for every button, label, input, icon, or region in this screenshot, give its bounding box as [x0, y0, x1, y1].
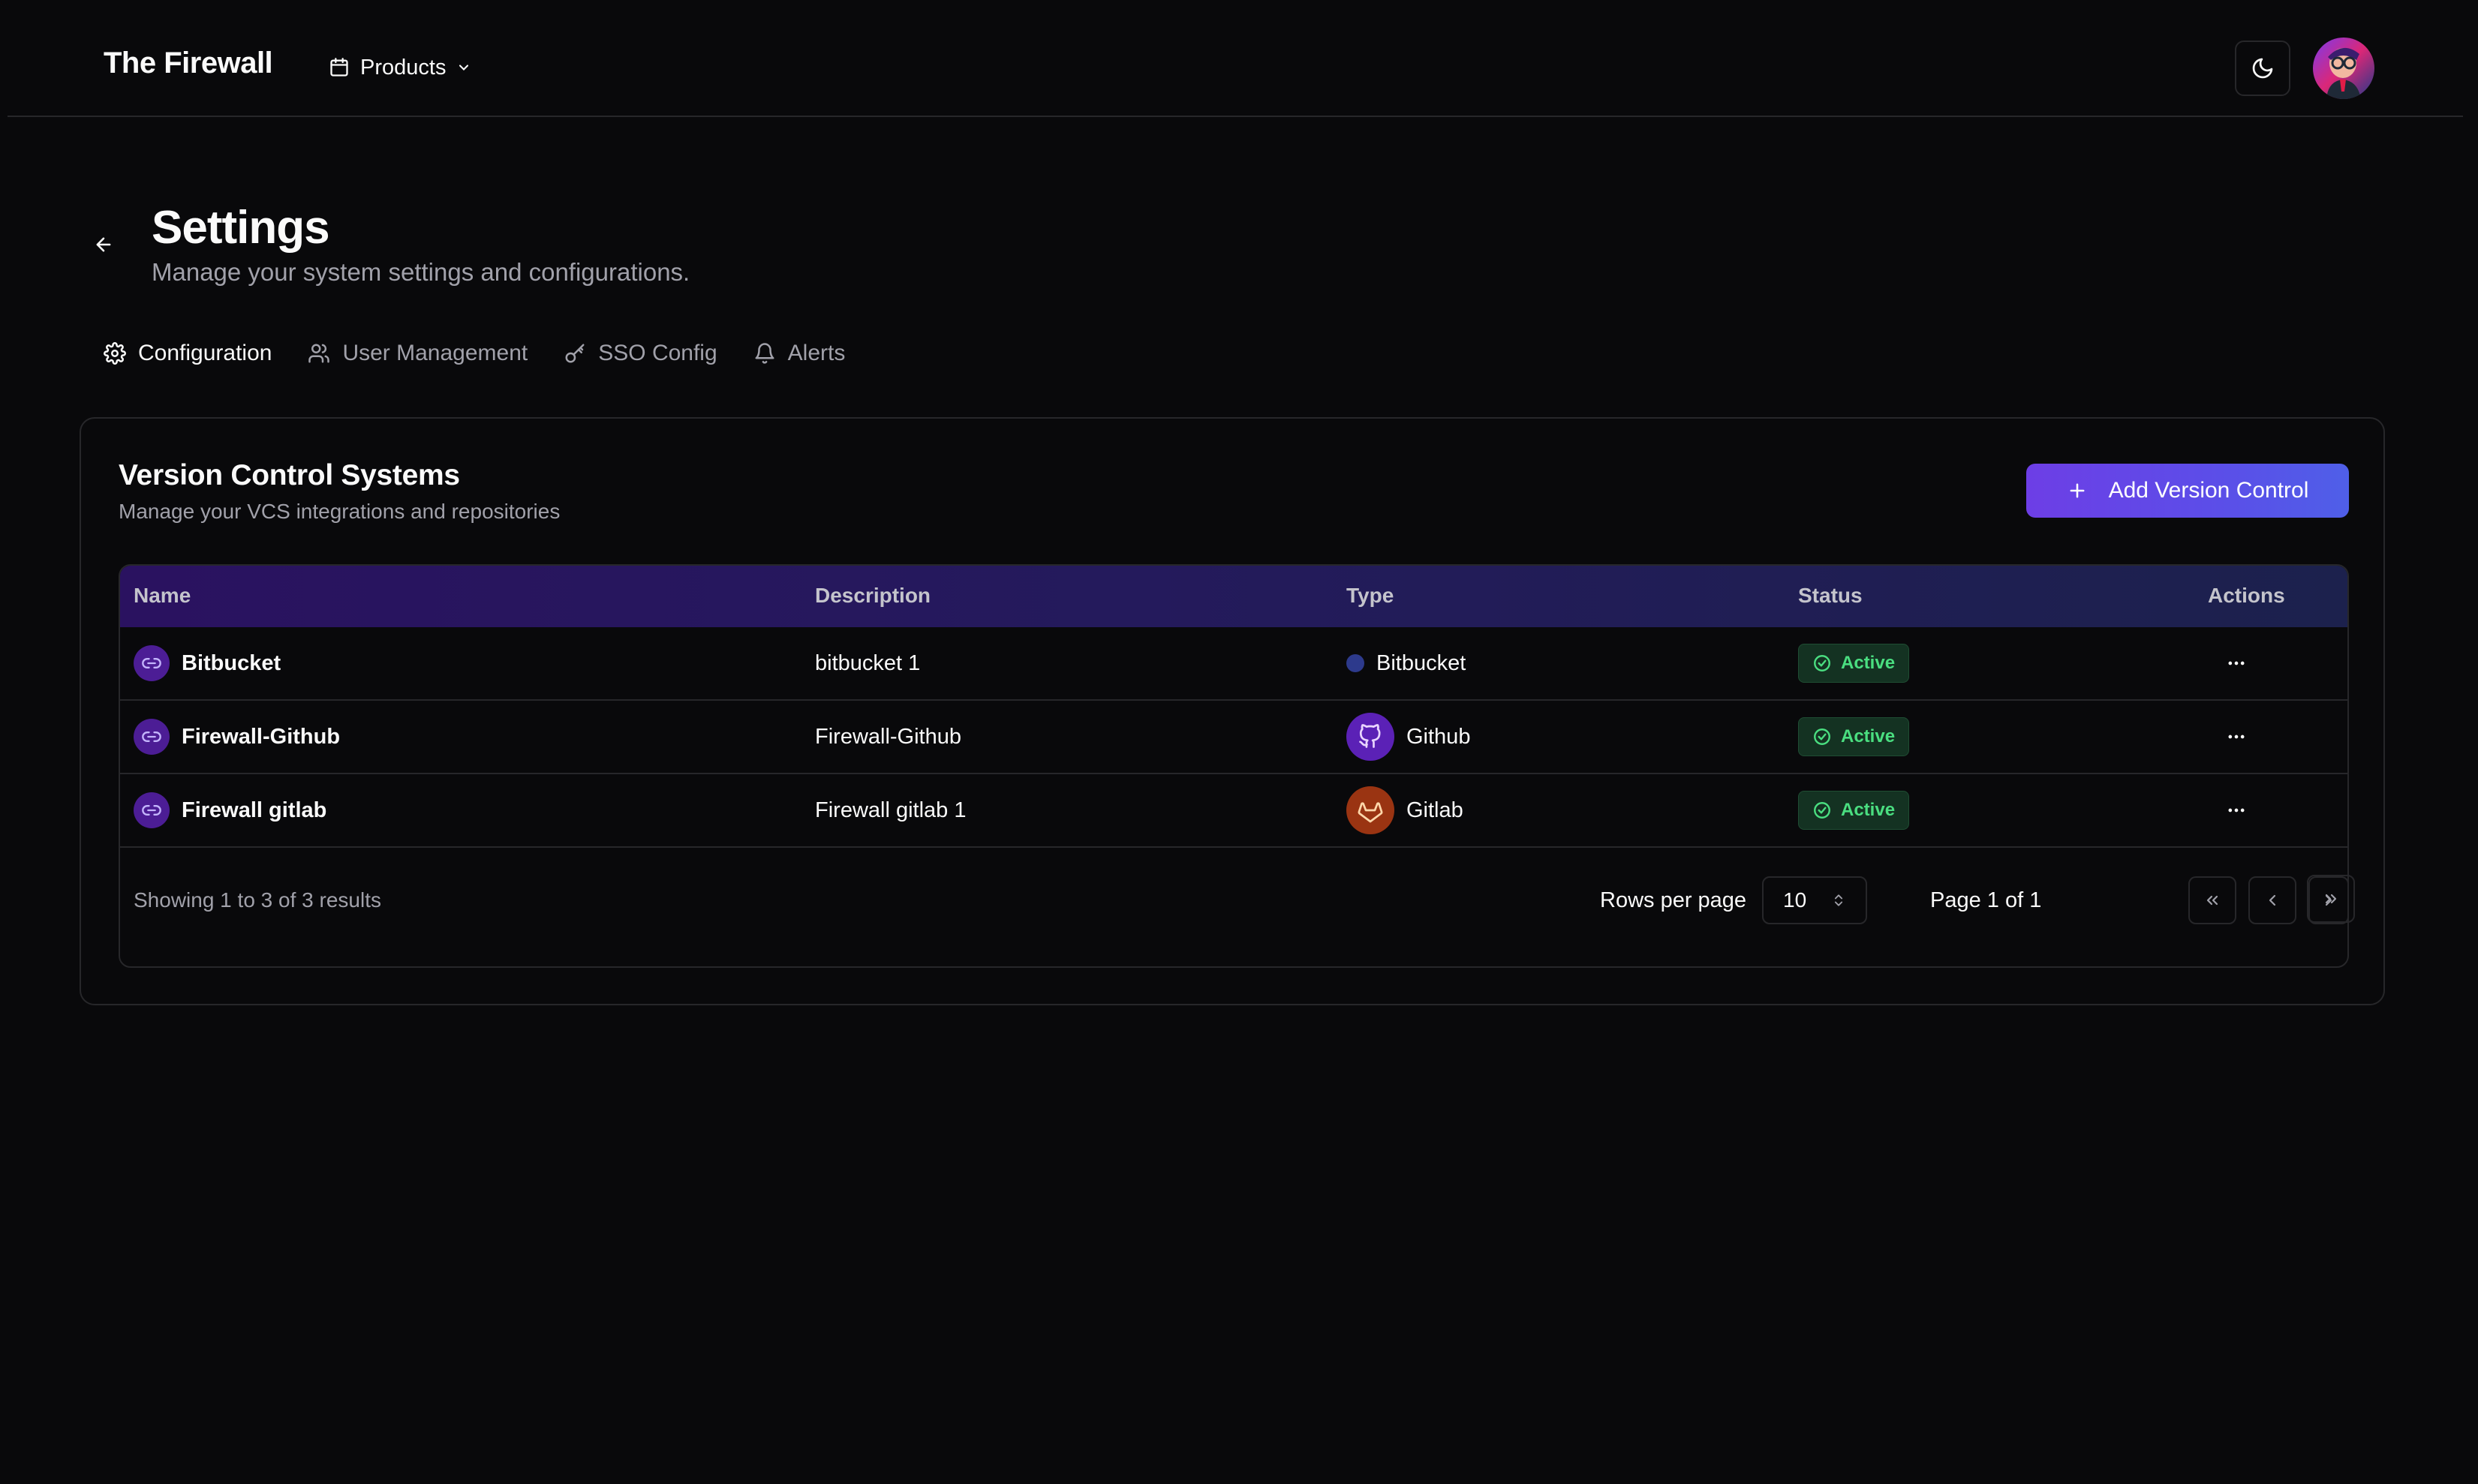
status-label: Active	[1841, 653, 1896, 673]
row-description: Firewall gitlab 1	[815, 798, 967, 822]
user-avatar[interactable]	[2313, 38, 2374, 99]
column-header-description[interactable]: Description	[815, 584, 931, 607]
tab-label: Configuration	[138, 341, 272, 365]
more-horizontal-icon	[2226, 800, 2247, 821]
row-type: Github	[1406, 724, 1471, 749]
chevron-down-icon	[456, 60, 471, 75]
link-icon	[134, 719, 170, 755]
key-icon	[564, 342, 586, 365]
column-header-name[interactable]: Name	[134, 584, 191, 607]
bell-icon	[753, 342, 776, 365]
status-badge: Active	[1798, 644, 1910, 683]
row-description: bitbucket 1	[815, 650, 921, 675]
row-type: Gitlab	[1406, 798, 1463, 822]
table-row[interactable]: Firewall gitlab Firewall gitlab 1 Gitlab…	[120, 774, 2347, 848]
chevrons-left-icon	[2203, 891, 2221, 909]
vcs-table: Name Description Type Status Actions Bit…	[119, 564, 2349, 968]
more-horizontal-icon	[2226, 653, 2247, 674]
moon-icon	[2251, 56, 2275, 80]
github-icon	[1346, 713, 1394, 761]
bitbucket-icon	[1346, 654, 1364, 672]
previous-page-button[interactable]	[2248, 876, 2296, 924]
last-page-button[interactable]	[2307, 875, 2355, 923]
chevrons-right-icon	[2322, 890, 2340, 908]
vcs-card: Version Control Systems Manage your VCS …	[80, 417, 2385, 1005]
check-circle-icon	[1812, 727, 1832, 747]
table-row[interactable]: Firewall-Github Firewall-Github Github A…	[120, 701, 2347, 774]
type-cell: Bitbucket	[1346, 627, 1466, 699]
settings-tabs: Configuration User Management SSO Config…	[104, 335, 845, 372]
tab-sso-config[interactable]: SSO Config	[564, 341, 717, 366]
row-type: Bitbucket	[1376, 650, 1466, 675]
status-cell: Active	[1798, 627, 1910, 699]
rows-per-page-select[interactable]: 10	[1762, 876, 1867, 924]
column-header-actions: Actions	[2208, 584, 2285, 607]
card-title: Version Control Systems	[119, 459, 460, 491]
first-page-button[interactable]	[2188, 876, 2236, 924]
products-menu-button[interactable]: Products	[329, 47, 471, 89]
products-label: Products	[360, 55, 447, 80]
chevron-left-icon	[2263, 891, 2281, 909]
users-icon	[308, 342, 330, 365]
calendar-icon	[329, 57, 350, 78]
row-actions-button[interactable]	[2218, 645, 2254, 681]
check-circle-icon	[1812, 801, 1832, 820]
tab-alerts[interactable]: Alerts	[753, 341, 846, 366]
status-label: Active	[1841, 726, 1896, 747]
name-cell: Bitbucket	[134, 627, 281, 699]
rows-per-page-label: Rows per page	[1600, 888, 1747, 912]
row-name: Firewall-Github	[182, 724, 341, 749]
column-header-status[interactable]: Status	[1798, 584, 1863, 607]
back-button[interactable]	[89, 230, 119, 260]
link-icon	[134, 645, 170, 681]
link-icon	[134, 792, 170, 828]
status-cell: Active	[1798, 701, 1910, 773]
row-name: Bitbucket	[182, 650, 281, 675]
results-summary: Showing 1 to 3 of 3 results	[134, 888, 381, 912]
theme-toggle-button[interactable]	[2235, 41, 2290, 96]
name-cell: Firewall gitlab	[134, 774, 326, 846]
type-cell: Github	[1346, 701, 1470, 773]
actions-cell	[2218, 774, 2254, 846]
type-cell: Gitlab	[1346, 774, 1463, 846]
row-name: Firewall gitlab	[182, 798, 327, 822]
card-subtitle: Manage your VCS integrations and reposit…	[119, 500, 561, 523]
top-navbar: The Firewall Products	[8, 0, 2463, 117]
status-cell: Active	[1798, 774, 1910, 846]
page-info: Page 1 of 1	[1930, 888, 2042, 912]
add-button-label: Add Version Control	[2108, 478, 2309, 503]
tab-label: User Management	[342, 341, 528, 365]
gear-icon	[104, 342, 126, 365]
page-title: Settings	[152, 202, 330, 254]
table-row[interactable]: Bitbucket bitbucket 1 Bitbucket Active	[120, 627, 2347, 701]
actions-cell	[2218, 701, 2254, 773]
table-header: Name Description Type Status Actions	[120, 566, 2347, 627]
name-cell: Firewall-Github	[134, 701, 340, 773]
row-actions-button[interactable]	[2218, 792, 2254, 828]
tab-user-management[interactable]: User Management	[308, 341, 528, 366]
check-circle-icon	[1812, 653, 1832, 673]
gitlab-icon	[1346, 786, 1394, 834]
row-actions-button[interactable]	[2218, 719, 2254, 755]
column-header-type[interactable]: Type	[1346, 584, 1394, 607]
status-badge: Active	[1798, 791, 1910, 830]
plus-icon	[2067, 480, 2088, 501]
page-subtitle: Manage your system settings and configur…	[152, 258, 690, 286]
chevrons-up-down-icon	[1831, 893, 1846, 908]
brand-logo[interactable]: The Firewall	[104, 47, 273, 80]
arrow-left-icon	[93, 234, 114, 255]
actions-cell	[2218, 627, 2254, 699]
status-label: Active	[1841, 800, 1896, 820]
tab-configuration[interactable]: Configuration	[104, 341, 272, 366]
add-version-control-button[interactable]: Add Version Control	[2026, 464, 2349, 518]
row-description: Firewall-Github	[815, 724, 961, 749]
tab-label: Alerts	[787, 341, 846, 365]
rows-per-page-value: 10	[1783, 888, 1807, 912]
tab-label: SSO Config	[598, 341, 717, 365]
more-horizontal-icon	[2226, 726, 2247, 747]
status-badge: Active	[1798, 717, 1910, 756]
